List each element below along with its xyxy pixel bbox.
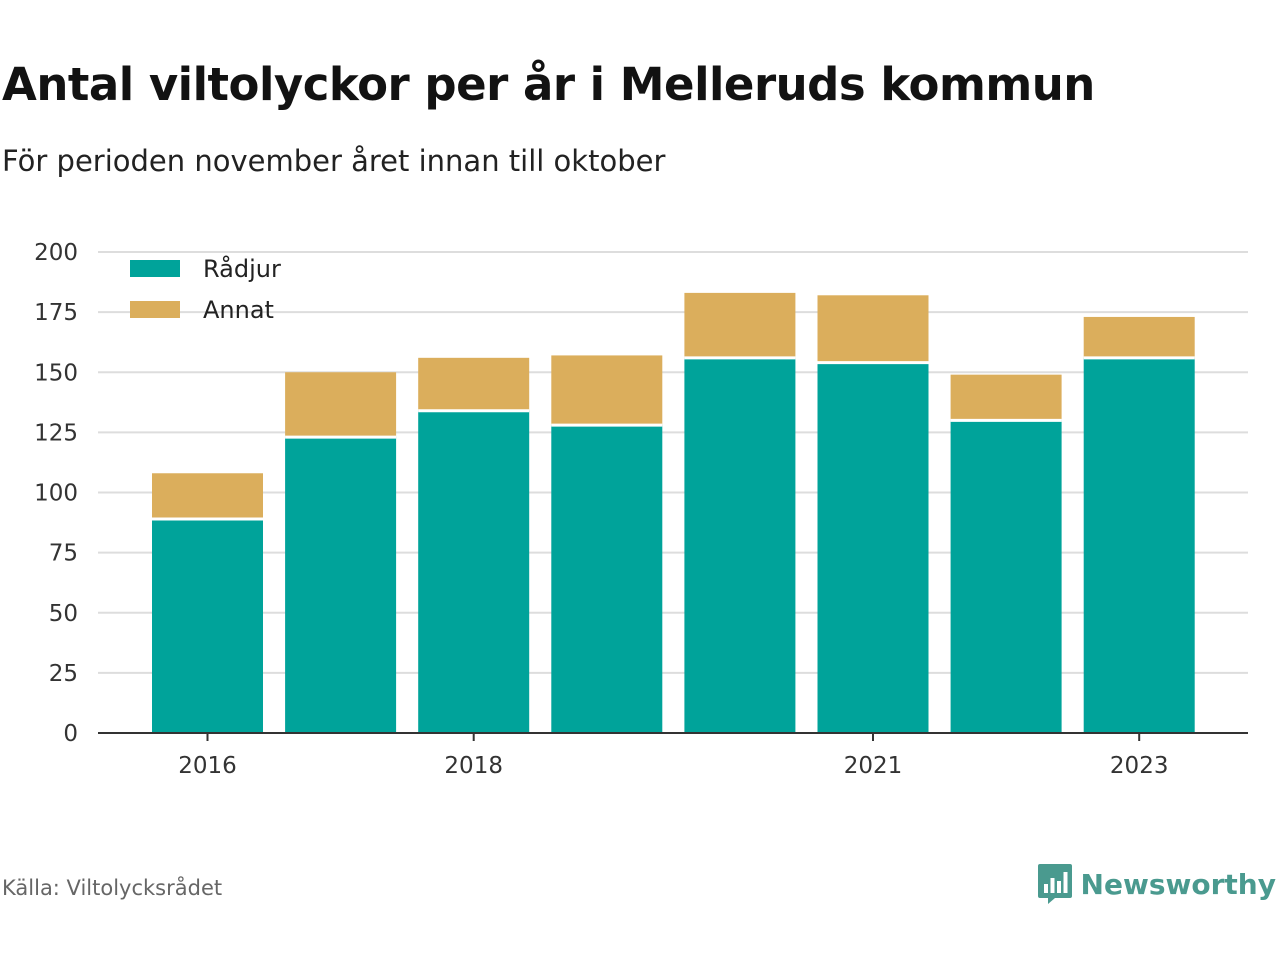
x-tick-label: 2021 [844, 753, 903, 779]
bar-annat-2021 [817, 295, 929, 363]
chart-title: Antal viltolyckor per år i Melleruds kom… [2, 58, 1095, 111]
x-tick-label: 2016 [178, 753, 237, 779]
chart-subtitle: För perioden november året innan till ok… [2, 144, 666, 178]
y-tick-label: 150 [34, 360, 78, 386]
bar-radjur-2019 [551, 425, 663, 733]
bar-radjur-2020 [684, 357, 796, 733]
bar-radjur-2017 [285, 437, 397, 733]
legend-swatch-radjur [130, 260, 180, 277]
x-tick-label: 2018 [444, 753, 503, 779]
y-tick-label: 125 [34, 420, 78, 446]
legend-label-annat: Annat [203, 296, 274, 324]
bar-annat-2016 [152, 473, 263, 519]
bar-chart-speech-bubble-icon [1037, 864, 1072, 904]
bar-annat-2020 [684, 292, 796, 358]
axes: 0 25 50 75 100 125 150 175 200 2016 2018 2021 2023 [34, 240, 1248, 779]
y-tick-label: 75 [49, 541, 78, 567]
bar-radjur-2016 [152, 518, 263, 733]
bar-annat-2018 [418, 357, 530, 411]
bar-annat-2019 [551, 355, 663, 426]
bar-annat-2022 [950, 374, 1062, 421]
y-tick-label: 175 [34, 300, 78, 326]
y-tick-label: 200 [34, 240, 78, 266]
bar-annat-2023 [1083, 316, 1195, 358]
brand-name: Newsworthy [1080, 867, 1276, 901]
bar-annat-2017 [285, 372, 397, 438]
y-tick-label: 25 [49, 661, 78, 687]
bar-radjur-2021 [817, 362, 929, 733]
brand-logo: Newsworthy [1037, 862, 1276, 906]
legend: Rådjur Annat [130, 254, 281, 324]
y-tick-label: 100 [34, 481, 78, 507]
bar-radjur-2022 [950, 420, 1062, 733]
bars [152, 292, 1195, 733]
y-tick-label: 50 [49, 601, 78, 627]
bar-radjur-2023 [1083, 357, 1195, 733]
x-tick-label: 2023 [1110, 753, 1169, 779]
legend-label-radjur: Rådjur [203, 254, 281, 283]
legend-swatch-annat [130, 301, 180, 318]
bar-radjur-2018 [418, 410, 530, 733]
source-note: Källa: Viltolycksrådet [2, 876, 223, 900]
y-tick-label: 0 [63, 721, 78, 747]
